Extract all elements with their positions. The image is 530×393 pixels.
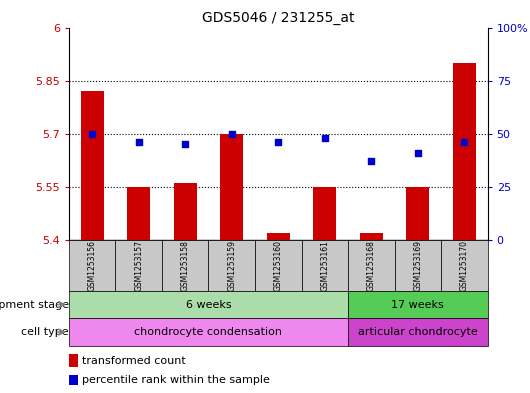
Title: GDS5046 / 231255_at: GDS5046 / 231255_at (202, 11, 355, 25)
Bar (69, 318, 348, 346)
Text: chondrocyte condensation: chondrocyte condensation (135, 327, 282, 337)
Text: articular chondrocyte: articular chondrocyte (358, 327, 478, 337)
Bar (406, 187, 429, 240)
Bar (208, 240, 255, 291)
Bar (267, 233, 290, 240)
Bar (127, 187, 151, 240)
Bar (453, 63, 476, 240)
Bar (174, 183, 197, 240)
Text: GSM1253168: GSM1253168 (367, 240, 376, 291)
Text: GSM1253160: GSM1253160 (274, 240, 282, 291)
Bar (394, 240, 441, 291)
Point (321, 135, 329, 141)
Bar (302, 240, 348, 291)
Point (135, 139, 143, 145)
Point (88, 130, 96, 137)
Text: GSM1253170: GSM1253170 (460, 240, 469, 291)
Bar (348, 291, 488, 318)
Text: GSM1253161: GSM1253161 (320, 240, 329, 291)
Text: percentile rank within the sample: percentile rank within the sample (82, 375, 270, 386)
Text: 6 weeks: 6 weeks (186, 299, 231, 310)
Point (367, 158, 376, 164)
Point (460, 139, 469, 145)
Text: GSM1253158: GSM1253158 (181, 240, 190, 291)
Bar (69, 291, 348, 318)
Bar (313, 187, 337, 240)
Text: GSM1253157: GSM1253157 (134, 240, 143, 291)
Bar (360, 233, 383, 240)
Bar (162, 240, 208, 291)
Bar (348, 318, 488, 346)
Bar (69, 375, 78, 385)
Text: 17 weeks: 17 weeks (392, 299, 444, 310)
Text: GSM1253159: GSM1253159 (227, 240, 236, 291)
Text: development stage: development stage (0, 299, 69, 310)
Text: cell type: cell type (21, 327, 69, 337)
Point (274, 139, 282, 145)
Text: GSM1253169: GSM1253169 (413, 240, 422, 291)
Bar (116, 240, 162, 291)
Point (413, 150, 422, 156)
Point (227, 130, 236, 137)
Bar (220, 134, 243, 240)
Bar (81, 91, 104, 240)
Bar (255, 240, 302, 291)
Text: transformed count: transformed count (82, 356, 186, 366)
Bar (348, 240, 394, 291)
Point (181, 141, 189, 147)
Text: GSM1253156: GSM1253156 (87, 240, 96, 291)
Bar (69, 240, 116, 291)
Bar (441, 240, 488, 291)
Bar (69, 354, 78, 367)
